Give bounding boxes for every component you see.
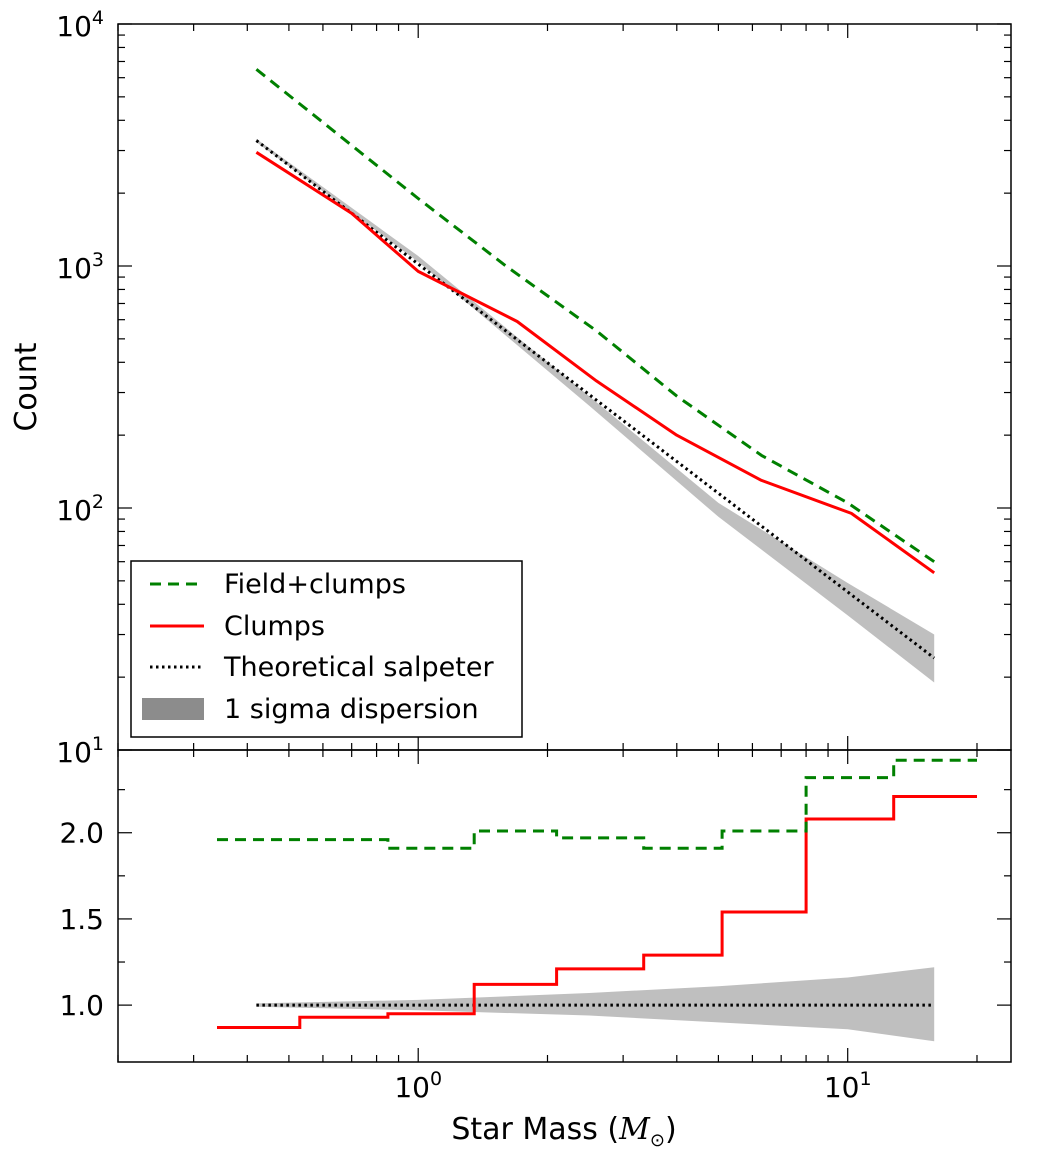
top-dispersion-band	[256, 138, 935, 683]
bottom-lines-layer	[217, 758, 977, 1029]
bottom-ticks-layer: 100 101 1.0 1.5 2.0	[59, 750, 1011, 1104]
top-lines-layer	[255, 68, 936, 660]
top-y-axis-label: Count	[9, 342, 44, 431]
top-clumps-line	[255, 151, 936, 575]
bottom-y-tick-label: 2.0	[59, 817, 104, 850]
top-y-tick-label: 104	[56, 7, 104, 43]
top-dispersion-band-layer	[256, 138, 935, 683]
bottom-panel: 100 101 1.0 1.5 2.0	[59, 750, 1011, 1104]
top-panel: 101 102 103 104	[56, 7, 1011, 769]
bottom-clumps-step	[217, 795, 977, 1029]
bottom-field-clumps-step	[217, 758, 977, 850]
bottom-y-tick-label: 1.0	[59, 989, 104, 1022]
bottom-y-tick-label: 1.5	[59, 903, 104, 936]
bottom-axes-frame	[117, 749, 1012, 1063]
legend-label-dispersion: 1 sigma dispersion	[224, 694, 479, 725]
bottom-dispersion-band-layer	[256, 967, 935, 1042]
top-y-tick-label: 101	[56, 733, 104, 769]
top-y-tick-label: 102	[56, 491, 104, 527]
bottom-x-tick-label: 101	[824, 1068, 872, 1104]
legend: Field+clumps Clumps Theoretical salpeter…	[130, 560, 523, 738]
top-theoretical-salpeter-line	[255, 139, 936, 660]
legend-label-theoretical-salpeter: Theoretical salpeter	[223, 652, 494, 683]
bottom-x-tick-label: 100	[394, 1068, 442, 1104]
top-field-clumps-line	[255, 68, 936, 563]
bottom-dispersion-band	[256, 967, 935, 1042]
top-y-tick-label: 103	[56, 249, 104, 285]
legend-label-clumps: Clumps	[224, 611, 325, 642]
x-axis-label: Star Mass (M⊙)	[451, 1112, 676, 1151]
legend-swatch-dispersion	[142, 698, 204, 720]
legend-label-field-clumps: Field+clumps	[224, 569, 406, 600]
top-ticks-layer: 101 102 103 104	[56, 7, 1011, 769]
